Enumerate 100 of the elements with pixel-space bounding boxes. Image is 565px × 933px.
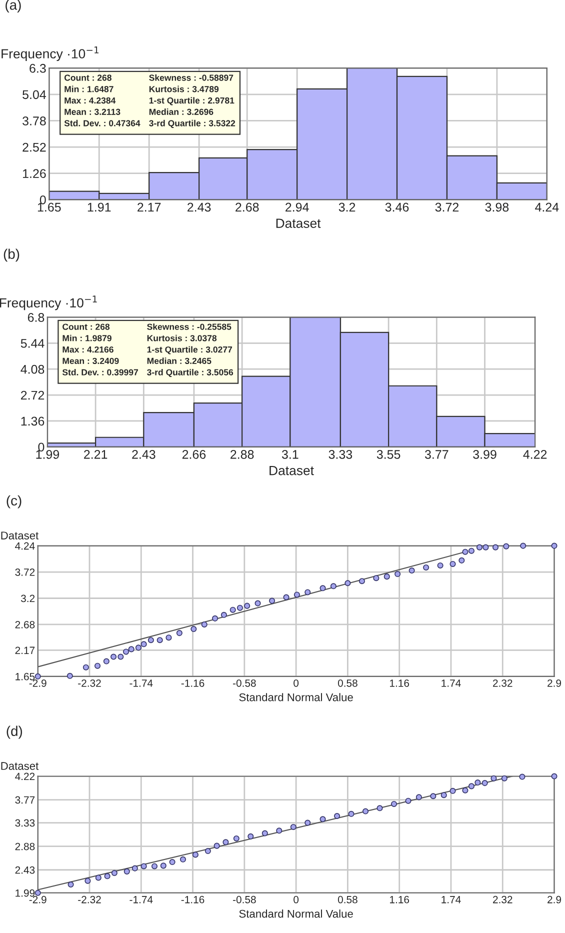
y-tick-label: 2.68: [15, 620, 35, 628]
point: [254, 600, 261, 606]
point: [304, 820, 311, 826]
x-tick-label: 2.32: [493, 896, 512, 904]
x-tick-label: 2.66: [182, 450, 206, 459]
y-tick-label: 0: [38, 442, 44, 452]
point: [132, 865, 138, 872]
point: [269, 598, 276, 604]
y-tick-label: 4.24: [15, 542, 35, 550]
x-axis-title: Dataset: [270, 466, 314, 476]
y-tick-label: 3.77: [15, 796, 35, 804]
point: [220, 612, 227, 618]
x-tick-label: 4.22: [523, 450, 547, 459]
point: [128, 646, 134, 652]
point: [103, 658, 110, 664]
chart-title: (a): [6, 0, 21, 13]
point: [214, 842, 220, 849]
y-tick-label: 3.33: [15, 819, 35, 827]
y-tick-label: 1.36: [21, 416, 44, 426]
point: [111, 870, 118, 876]
y-axis-title: Frequency ·10$^{−1}$: [0, 296, 97, 310]
x-tick-label: 3.46: [385, 202, 409, 212]
point: [244, 602, 250, 609]
point: [462, 787, 468, 794]
x-tick-label: 0.58: [338, 896, 358, 904]
point: [222, 839, 229, 846]
point: [519, 774, 526, 780]
point: [34, 673, 41, 680]
point: [384, 574, 390, 580]
point: [330, 583, 336, 590]
point: [104, 873, 110, 880]
point: [118, 654, 124, 660]
point: [233, 835, 240, 842]
x-tick-label: 2.68: [236, 202, 259, 212]
x-tick-label: -1.74: [130, 896, 153, 904]
annotation: Std. Dev. : 0.39997: [62, 368, 138, 376]
y-tick-label: 0: [40, 195, 46, 204]
point: [262, 830, 268, 836]
chart-title: (d): [6, 726, 22, 739]
x-tick-label: -1.16: [181, 679, 204, 687]
y-tick-label: 3.78: [22, 116, 46, 126]
point: [160, 862, 166, 869]
y-tick-label: 1.65: [16, 672, 35, 680]
annotation: Max : 4.2166: [62, 346, 114, 353]
y-tick-label: 1.26: [23, 169, 46, 178]
point: [492, 544, 499, 550]
point: [135, 644, 142, 651]
point: [320, 816, 326, 822]
point: [248, 833, 254, 840]
x-tick-label: 2.9: [548, 896, 562, 904]
point: [294, 592, 300, 598]
point: [94, 662, 101, 669]
x-tick-label: 1.16: [390, 896, 410, 904]
x-tick-label: 3.98: [485, 202, 509, 212]
point: [34, 890, 41, 896]
annotation: Median : 3.2465: [147, 358, 212, 364]
y-tick-label: 6.8: [28, 313, 44, 322]
point: [405, 798, 412, 804]
annotation: 1-st Quartile : 2.9781: [149, 97, 234, 106]
y-tick-label: 2.72: [20, 390, 44, 400]
point: [474, 780, 481, 786]
x-tick-label: 2.43: [132, 450, 156, 459]
annotation: Min : 1.6487: [64, 86, 114, 92]
point: [348, 810, 354, 817]
point: [192, 852, 198, 858]
point: [334, 812, 340, 820]
point: [437, 562, 444, 568]
annotation: 3-rd Quartile : 3.5056: [147, 368, 234, 378]
annotation: Count : 268: [64, 74, 112, 81]
annotation: Max : 4.2384: [64, 97, 116, 104]
point: [450, 560, 456, 567]
x-tick-label: 2.94: [286, 202, 309, 212]
y-tick-label: 3.72: [15, 568, 35, 576]
point: [122, 648, 130, 655]
point: [376, 805, 383, 812]
point: [68, 881, 74, 888]
x-tick-label: -1.74: [130, 680, 153, 687]
x-tick-label: -1.16: [181, 896, 204, 904]
annotation: Std. Dev. : 0.47364: [64, 120, 140, 126]
point: [124, 868, 130, 874]
x-tick-label: 1.74: [442, 896, 461, 904]
point: [362, 808, 369, 814]
x-tick-label: 2.21: [84, 450, 108, 459]
point: [458, 557, 465, 564]
x-tick-label: 0.58: [338, 679, 358, 687]
y-axis-title: Dataset: [1, 762, 39, 770]
point: [176, 630, 182, 636]
x-tick-label: 1.74: [442, 680, 461, 687]
y-axis-title: Frequency ·10$^{−1}$: [2, 46, 99, 62]
annotation: Mean : 3.2409: [62, 358, 119, 364]
point: [180, 856, 186, 862]
x-tick-label: 3.99: [473, 450, 496, 459]
point: [482, 544, 489, 550]
annotation: Median : 3.2696: [149, 108, 214, 115]
annotation: Mean : 3.2113: [64, 108, 120, 115]
point: [476, 544, 482, 550]
x-tick-label: 3.1: [282, 450, 298, 459]
y-tick-label: 2.52: [22, 142, 46, 152]
point: [450, 788, 456, 794]
point: [140, 641, 147, 648]
